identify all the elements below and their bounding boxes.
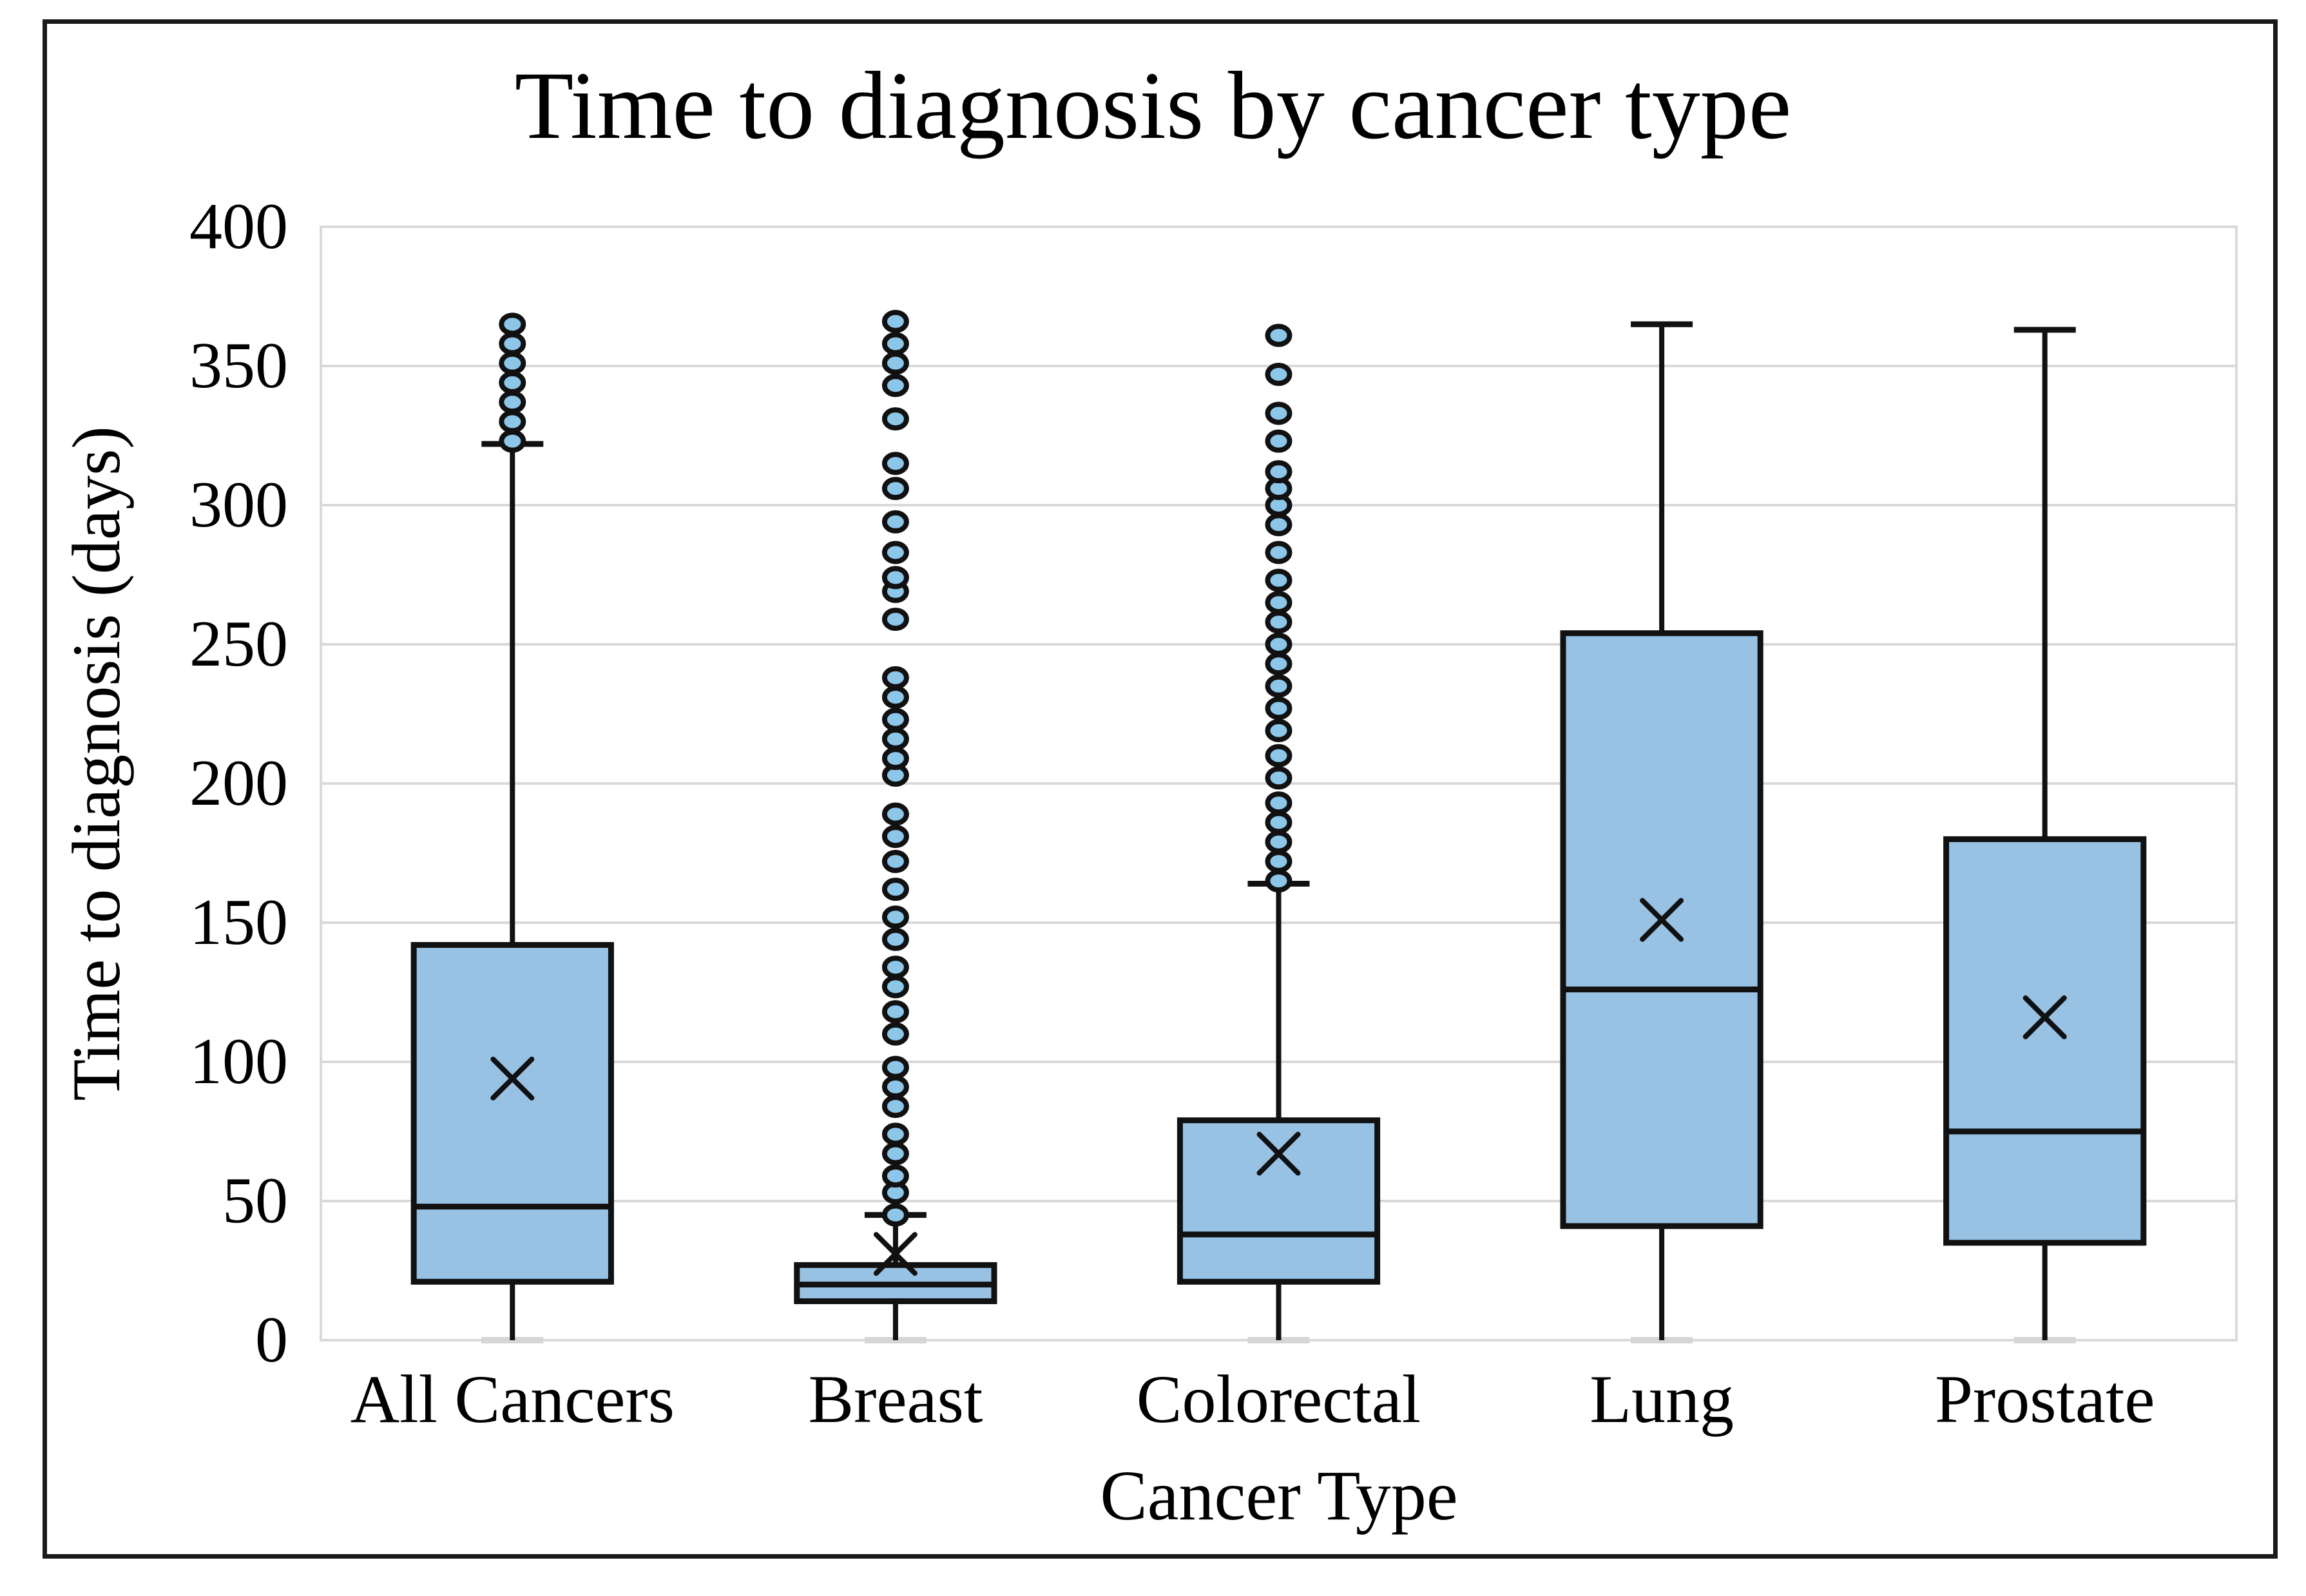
mean-marker: [873, 1232, 918, 1276]
outlier-point: [1265, 791, 1292, 815]
outlier-point: [881, 905, 909, 929]
outlier-point: [881, 1122, 909, 1146]
outlier-point: [881, 825, 909, 849]
box-prostate: [1943, 327, 2147, 1343]
outlier-point: [881, 1000, 909, 1024]
box-breast: [794, 309, 997, 1343]
y-tick-label: 250: [189, 608, 288, 680]
y-tick-label: 350: [189, 329, 288, 402]
iqr-box: [1943, 836, 2147, 1246]
mean-marker: [1256, 1131, 1301, 1176]
outlier-point: [1265, 633, 1292, 656]
outlier-point: [881, 802, 909, 826]
y-tick-label: 0: [255, 1303, 288, 1376]
y-tick-label: 150: [189, 886, 288, 959]
outlier-point: [881, 1203, 909, 1227]
outlier-point: [881, 452, 909, 476]
outlier-point: [881, 407, 909, 431]
box-colorectal: [1177, 323, 1381, 1343]
mean-marker: [490, 1056, 535, 1101]
category-label-prostate: Prostate: [1934, 1361, 2155, 1437]
figure-border: [43, 19, 2278, 1559]
outlier-point: [1265, 766, 1292, 790]
y-tick-label: 100: [189, 1025, 288, 1098]
y-tick-label: 200: [189, 747, 288, 820]
outlier-point: [1265, 323, 1292, 347]
outlier-point: [499, 312, 526, 336]
outlier-point: [1265, 674, 1292, 698]
outlier-point: [881, 477, 909, 501]
y-tick-label: 300: [189, 468, 288, 541]
outlier-point: [881, 956, 909, 979]
box-all-cancers: [410, 312, 614, 1343]
outlier-point: [881, 1055, 909, 1079]
outlier-point: [881, 332, 909, 356]
outlier-point: [1265, 718, 1292, 742]
mean-marker: [2023, 995, 2067, 1039]
y-tick-label: 50: [222, 1164, 288, 1237]
y-tick-label: 400: [189, 190, 288, 263]
outlier-point: [881, 541, 909, 564]
outlier-point: [881, 1022, 909, 1046]
outlier-point: [881, 309, 909, 333]
outlier-point: [1265, 460, 1292, 484]
chart-title: Time to diagnosis by cancer type: [514, 52, 1792, 159]
outlier-point: [1265, 591, 1292, 615]
category-label-breast: Breast: [808, 1361, 983, 1437]
iqr-box: [1560, 630, 1763, 1229]
outlier-point: [1265, 697, 1292, 720]
category-label-lung: Lung: [1590, 1361, 1734, 1437]
outlier-point: [881, 666, 909, 689]
outlier-point: [881, 510, 909, 534]
outlier-point: [1265, 541, 1292, 564]
iqr-box: [410, 942, 614, 1285]
category-label-colorectal: Colorectal: [1136, 1361, 1421, 1437]
outlier-point: [881, 608, 909, 631]
outlier-point: [1265, 744, 1292, 767]
outlier-point: [881, 927, 909, 951]
category-label-all-cancers: All Cancers: [350, 1361, 675, 1437]
outlier-point: [881, 849, 909, 873]
outlier-point: [1265, 401, 1292, 425]
outlier-point: [1265, 429, 1292, 453]
iqr-box: [1177, 1117, 1381, 1285]
outlier-point: [881, 707, 909, 731]
mean-marker: [1640, 898, 1684, 942]
box-lung: [1560, 321, 1763, 1343]
outlier-point: [881, 878, 909, 901]
outlier-point: [881, 374, 909, 398]
x-axis-title: Cancer Type: [1100, 1456, 1458, 1535]
outlier-point: [1265, 568, 1292, 592]
outlier-point: [881, 1164, 909, 1188]
outlier-point: [1265, 362, 1292, 386]
outlier-point: [881, 566, 909, 590]
